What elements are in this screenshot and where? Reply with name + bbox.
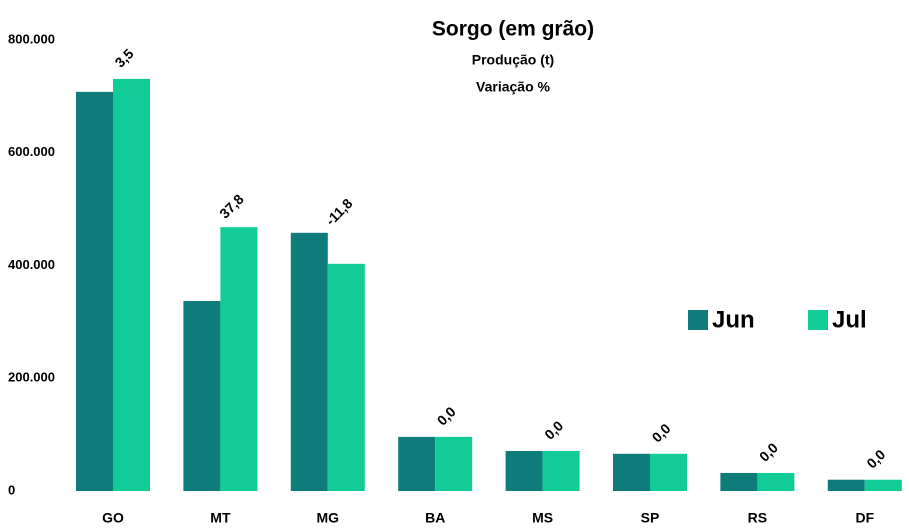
bar bbox=[220, 227, 258, 492]
x-tick-label: MS bbox=[532, 510, 553, 526]
bar bbox=[542, 450, 580, 491]
legend-swatch bbox=[808, 310, 828, 330]
x-tick-label: MG bbox=[317, 510, 340, 526]
bar bbox=[613, 453, 650, 491]
y-tick-label: 0 bbox=[8, 482, 15, 497]
y-tick-label: 800.000 bbox=[8, 31, 55, 46]
data-label: 0,0 bbox=[434, 403, 459, 428]
data-label: -11,8 bbox=[322, 195, 355, 228]
bar bbox=[76, 91, 113, 492]
x-tick-label: GO bbox=[102, 510, 124, 526]
bar bbox=[113, 78, 150, 492]
bar bbox=[650, 453, 687, 491]
bar bbox=[435, 436, 473, 491]
bar bbox=[398, 436, 436, 491]
y-tick-label: 600.000 bbox=[8, 144, 55, 159]
chart-subtitle: Produção (t) bbox=[472, 52, 554, 68]
x-tick-label: DF bbox=[855, 510, 874, 526]
y-tick-label: 200.000 bbox=[8, 370, 55, 385]
data-label: 0,0 bbox=[863, 446, 888, 471]
data-label: 0,0 bbox=[649, 420, 674, 445]
bar bbox=[505, 450, 543, 491]
legend-label: Jul bbox=[832, 306, 867, 333]
bar bbox=[327, 263, 365, 491]
bar bbox=[757, 472, 795, 491]
x-tick-label: MT bbox=[210, 510, 231, 526]
data-label: 0,0 bbox=[756, 439, 781, 464]
x-tick-label: BA bbox=[425, 510, 445, 526]
bar bbox=[183, 301, 221, 491]
bar bbox=[290, 232, 328, 492]
data-label: 3,5 bbox=[112, 45, 137, 70]
legend-swatch bbox=[688, 310, 708, 330]
legend-label: Jun bbox=[712, 306, 755, 333]
bar bbox=[720, 472, 758, 491]
x-tick-label: RS bbox=[748, 510, 767, 526]
chart-subtitle: Variação % bbox=[476, 79, 550, 95]
data-label: 0,0 bbox=[541, 417, 566, 442]
data-label: 37,8 bbox=[216, 191, 247, 222]
y-tick-label: 400.000 bbox=[8, 257, 55, 272]
bar bbox=[864, 479, 902, 491]
chart-title: Sorgo (em grão) bbox=[432, 18, 594, 41]
bar bbox=[827, 479, 865, 491]
x-tick-label: SP bbox=[641, 510, 660, 526]
